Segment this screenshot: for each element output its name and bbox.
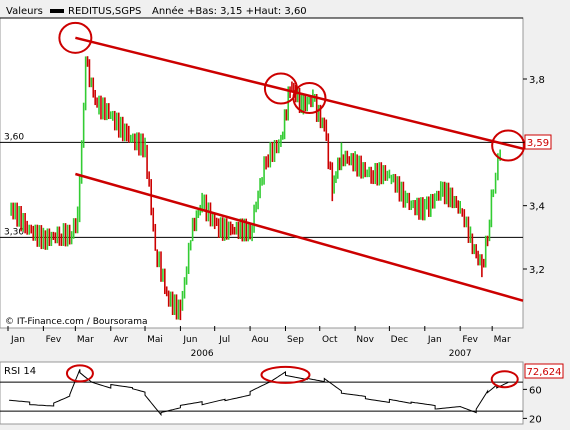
price-trendlines <box>75 36 524 302</box>
price-highlight-circle-0 <box>58 21 93 54</box>
price-panel-background <box>0 17 524 329</box>
x-year-label: 2006 <box>191 349 214 359</box>
trendline-lower-channel <box>75 172 524 302</box>
price-reference-labels: 3,60 3,30 <box>4 132 24 237</box>
x-tick-label: Fev <box>46 335 62 345</box>
price-y-tick-label: 3,8 <box>529 75 545 86</box>
rsi-highlights <box>65 364 519 389</box>
price-panel: 3,603,30 3,23,43,63,8 3,59 © IT-Finance.… <box>0 17 552 329</box>
x-tick-label: Avr <box>113 335 128 345</box>
price-reference-label-1: 3,30 <box>4 227 24 237</box>
rsi-highlight-circle-1 <box>260 365 311 384</box>
x-tick-label: Oct <box>322 335 338 345</box>
x-tick-label: Jan <box>10 335 25 345</box>
rsi-highlight-circle-0 <box>65 364 94 383</box>
price-reference-lines <box>0 141 523 238</box>
x-tick-label: Jul <box>218 335 230 345</box>
chart-credit: © IT-Finance.com / Boursorama <box>5 317 147 327</box>
trendline-upper-channel <box>75 36 524 150</box>
x-tick-label: Mai <box>147 335 163 345</box>
rsi-title: RSI 14 <box>4 366 36 377</box>
header-label: Valeurs <box>6 6 43 17</box>
x-tick-label: Fev <box>462 335 478 345</box>
rsi-last-badge: 72,624 <box>524 363 564 379</box>
price-y-axis: 3,23,43,63,8 <box>523 75 545 276</box>
x-tick-label: Sep <box>287 335 304 345</box>
x-year-label: 2007 <box>449 349 472 359</box>
rsi-panel-background <box>0 361 524 425</box>
price-highlight-circle-3 <box>491 129 526 162</box>
x-tick-label: Aou <box>251 335 268 345</box>
chart-header: Valeurs REDITUS,SGPS Année +Bas: 3,15 +H… <box>6 5 307 17</box>
header-range: Année +Bas: 3,15 +Haut: 3,60 <box>152 5 307 17</box>
legend-swatch <box>50 9 64 13</box>
price-y-tick-label: 3,4 <box>529 202 545 213</box>
x-tick-label: Jan <box>427 335 442 345</box>
rsi-series-line <box>9 369 509 417</box>
last-price-badge-box <box>524 134 552 150</box>
rsi-last-badge-box <box>524 363 564 379</box>
rsi-last-badge-text: 72,624 <box>527 367 562 378</box>
rsi-highlight-circle-2 <box>490 370 519 389</box>
rsi-reference-lines <box>0 381 523 412</box>
x-axis: Jan Fev Mar Avr Mai Jun Jul Aou Sep Oct Nov Dec Jan F… <box>7 326 511 359</box>
rsi-y-tick-label: 20 <box>529 414 542 425</box>
rsi-y-tick-label: 60 <box>529 385 542 396</box>
price-reference-label-0: 3,60 <box>4 132 24 142</box>
x-tick-label: Dec <box>391 335 408 345</box>
x-tick-label: Mar <box>77 335 94 345</box>
x-tick-label: Jun <box>182 335 197 345</box>
price-series <box>10 56 501 321</box>
x-tick-label: Mar <box>494 335 511 345</box>
last-price-badge: 3,59 <box>524 134 552 150</box>
last-price-badge-text: 3,59 <box>527 138 549 149</box>
x-tick-label: Nov <box>356 335 374 345</box>
price-highlight-circle-2 <box>292 82 327 114</box>
price-y-tick-label: 3,2 <box>529 265 545 276</box>
price-highlights <box>58 21 526 162</box>
header-ticker: REDITUS,SGPS <box>68 6 141 17</box>
